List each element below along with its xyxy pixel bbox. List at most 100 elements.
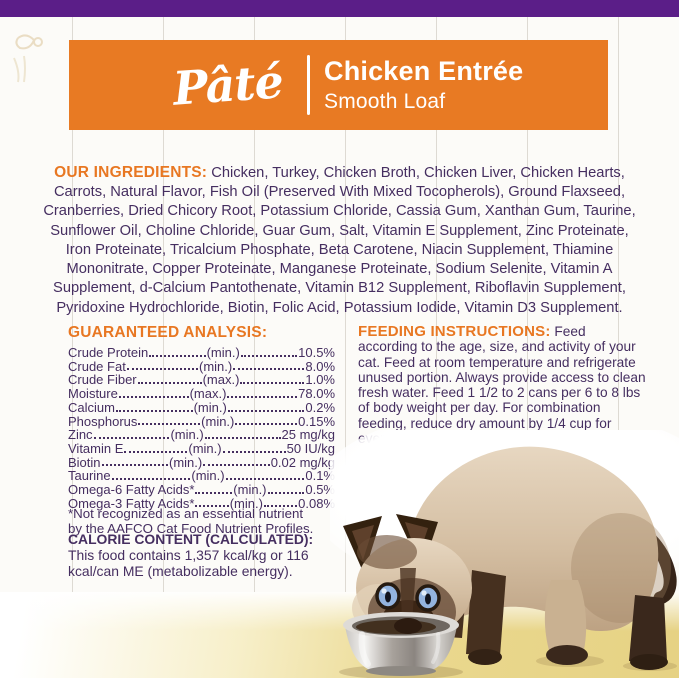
dot-leader bbox=[195, 505, 229, 508]
kitten-photo bbox=[330, 430, 679, 678]
dot-leader bbox=[235, 423, 298, 426]
dot-leader bbox=[227, 395, 298, 398]
bowl-highlight bbox=[431, 632, 441, 664]
nutrient-value: 10.5% bbox=[298, 345, 335, 360]
nutrient-value: 8.0% bbox=[305, 358, 336, 374]
dot-leader bbox=[149, 354, 206, 357]
dot-leader bbox=[126, 368, 198, 371]
analysis-row: Crude Protein (min.) 10.5% bbox=[68, 346, 335, 360]
nutrient-name: Zinc bbox=[68, 427, 93, 443]
analysis-row: Omega-3 Fatty Acids* (min.) 0.08% bbox=[68, 497, 335, 511]
cat-eye-left-rim bbox=[375, 582, 401, 610]
product-banner: Pâté Chicken Entrée Smooth Loaf bbox=[69, 40, 608, 130]
cat-hind-paw-near bbox=[546, 645, 588, 665]
steel-bowl-base bbox=[366, 666, 436, 676]
dot-leader bbox=[101, 464, 168, 467]
nutrient-basis: (min.) bbox=[233, 482, 267, 498]
nutrient-name: Omega-6 Fatty Acids* bbox=[68, 482, 195, 498]
calorie-content-text: This food contains 1,357 kcal/kg or 116 … bbox=[68, 547, 309, 579]
feeding-instructions-section: FEEDING INSTRUCTIONS: Feed according to … bbox=[358, 324, 647, 446]
dot-leader bbox=[118, 395, 189, 398]
cat-eye-right-pupil bbox=[425, 593, 431, 605]
nutrient-basis: (max.) bbox=[202, 372, 240, 388]
nutrient-name: Vitamin E bbox=[68, 440, 124, 456]
analysis-row: Omega-6 Fatty Acids* (min.) 0.5% bbox=[68, 483, 335, 497]
analysis-row: Vitamin E (min.) 50 IU/kg bbox=[68, 442, 335, 456]
cat-front-leg-far bbox=[466, 570, 506, 656]
nutrient-name: Crude Fat bbox=[68, 358, 126, 374]
nutrient-value: 0.1% bbox=[305, 468, 335, 484]
nutrient-value: 0.2% bbox=[305, 399, 336, 415]
dot-leader bbox=[137, 382, 202, 385]
ingredients-text: Chicken, Turkey, Chicken Broth, Chicken … bbox=[43, 164, 636, 316]
dot-leader bbox=[267, 491, 305, 494]
nutrient-name: Omega-3 Fatty Acids* bbox=[68, 495, 195, 511]
dot-leader bbox=[195, 491, 233, 494]
nutrient-value: 0.5% bbox=[305, 482, 335, 498]
dot-leader bbox=[124, 450, 188, 453]
nutrient-value: 25 mg/kg bbox=[281, 427, 336, 443]
nutrient-name: Phosphorus bbox=[68, 413, 138, 429]
nutrient-basis: (min.) bbox=[193, 399, 227, 415]
dot-leader bbox=[111, 478, 191, 481]
nutrient-value: 1.0% bbox=[305, 372, 335, 388]
dot-leader bbox=[204, 436, 281, 439]
feeding-instructions-heading: FEEDING INSTRUCTIONS: bbox=[358, 323, 551, 340]
nutrient-basis: (min.) bbox=[198, 358, 233, 374]
product-subtitle: Smooth Loaf bbox=[324, 90, 446, 113]
cat-hind-leg-near bbox=[544, 580, 587, 654]
dot-leader bbox=[222, 450, 286, 453]
analysis-row: Crude Fat (min.) 8.0% bbox=[68, 358, 336, 374]
calorie-content-heading: CALORIE CONTENT (CALCULATED): bbox=[68, 531, 314, 547]
dot-leader bbox=[227, 409, 305, 412]
analysis-row: Taurine (min.) 0.1% bbox=[68, 469, 335, 483]
nutrient-name: Taurine bbox=[68, 468, 111, 484]
guaranteed-analysis-heading: GUARANTEED ANALYSIS: bbox=[68, 324, 268, 341]
analysis-row: Zinc (min.) 25 mg/kg bbox=[68, 428, 335, 442]
product-name: Chicken Entrée bbox=[324, 56, 524, 86]
nutrient-value: 0.15% bbox=[298, 413, 336, 429]
cat-haunch-shading bbox=[571, 513, 671, 623]
nutrient-value: 0.08% bbox=[298, 495, 336, 511]
nutrient-basis: (min.) bbox=[191, 468, 225, 484]
nutrient-name: Biotin bbox=[68, 454, 101, 470]
nutrient-basis: (min.) bbox=[188, 440, 222, 456]
decorative-sketch bbox=[13, 34, 43, 83]
dot-leader bbox=[138, 423, 201, 426]
dot-leader bbox=[115, 409, 193, 412]
banner-divider bbox=[307, 55, 310, 115]
cat-crown-shading bbox=[357, 535, 417, 569]
analysis-row: Biotin (min.) 0.02 mg/kg bbox=[68, 454, 336, 470]
pate-script-label: Pâté bbox=[171, 54, 285, 116]
nutrient-basis: (min.) bbox=[169, 454, 203, 470]
ingredients-paragraph: OUR INGREDIENTS: Chicken, Turkey, Chicke… bbox=[36, 163, 643, 318]
guaranteed-analysis-section: GUARANTEED ANALYSIS: Crude Protein (min.)… bbox=[68, 324, 335, 510]
nutrient-basis: (min.) bbox=[229, 495, 263, 511]
dot-leader bbox=[233, 368, 305, 371]
steel-bowl-body bbox=[345, 626, 457, 674]
cat-nose-bridge bbox=[400, 568, 416, 622]
dot-leader bbox=[240, 354, 298, 357]
nutrient-value: 0.02 mg/kg bbox=[270, 454, 336, 470]
cat-eye-right-rim bbox=[415, 584, 441, 612]
cat-eye-left-highlight bbox=[381, 588, 387, 594]
banner-right: Chicken Entrée Smooth Loaf bbox=[310, 56, 523, 114]
analysis-row: Calcium (min.) 0.2% bbox=[68, 401, 335, 415]
nutrient-basis: (min.) bbox=[170, 427, 204, 443]
feeding-instructions-text: Feed according to the age, size, and act… bbox=[358, 324, 646, 446]
dot-leader bbox=[93, 436, 170, 439]
dot-leader bbox=[225, 478, 305, 481]
cat-hind-leg-far bbox=[629, 595, 667, 661]
dot-leader bbox=[240, 382, 305, 385]
cat-eye-right-highlight bbox=[421, 590, 427, 596]
calorie-content-section: CALORIE CONTENT (CALCULATED): This food … bbox=[68, 531, 338, 579]
analysis-row: Moisture (max.) 78.0% bbox=[68, 387, 335, 401]
nutrient-basis: (max.) bbox=[189, 386, 227, 402]
nutrient-name: Crude Protein bbox=[68, 345, 149, 360]
nutrient-basis: (min.) bbox=[206, 345, 240, 360]
nutrient-value: 50 IU/kg bbox=[286, 440, 336, 456]
nutrient-basis: (min.) bbox=[201, 413, 235, 429]
bowl-highlight bbox=[358, 631, 371, 667]
cat-hind-paw-far bbox=[630, 654, 668, 670]
dot-leader bbox=[203, 464, 270, 467]
